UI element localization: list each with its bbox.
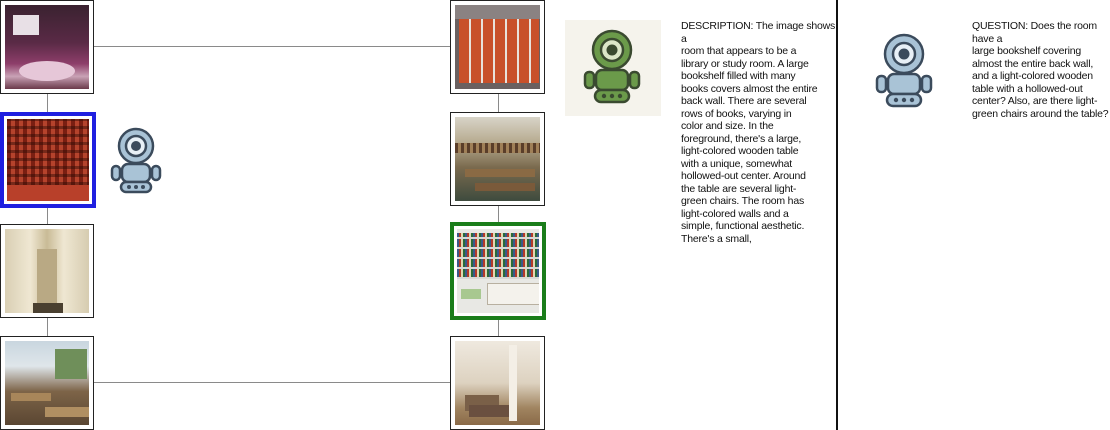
- photo-wine-cellar: [7, 119, 89, 201]
- robot-icon-blue: [110, 127, 162, 194]
- connector-line: [94, 382, 450, 383]
- image-thumbnail-hot-tub-room[interactable]: [0, 0, 94, 94]
- photo-lockers: [455, 5, 540, 89]
- photo-hallway: [5, 229, 89, 313]
- photo-basement-lounge: [455, 341, 540, 425]
- photo-cafeteria: [5, 341, 89, 425]
- connector-line: [47, 318, 48, 336]
- image-thumbnail-library-reading-room[interactable]: [450, 112, 545, 206]
- connector-line: [498, 206, 499, 224]
- image-thumbnail-lockers[interactable]: [450, 0, 545, 94]
- connector-line: [498, 94, 499, 112]
- robot-icon-green: [583, 29, 641, 104]
- connector-line: [498, 318, 499, 336]
- connector-line: [47, 94, 48, 112]
- photo-library-reading-room: [455, 117, 540, 201]
- image-thumbnail-cafeteria[interactable]: [0, 336, 94, 430]
- photo-library-bookshelf: [457, 229, 539, 313]
- panel-divider: [836, 0, 838, 430]
- image-thumbnail-hallway[interactable]: [0, 224, 94, 318]
- description-text: DESCRIPTION: The image shows a room that…: [681, 20, 836, 245]
- robot-icon-blue: [875, 33, 933, 108]
- connector-line: [47, 206, 48, 224]
- image-thumbnail-wine-cellar-selected[interactable]: [0, 112, 96, 208]
- question-text: QUESTION: Does the room have a large boo…: [972, 20, 1109, 120]
- photo-hot-tub-room: [5, 5, 89, 89]
- connector-line: [94, 46, 450, 47]
- image-thumbnail-library-bookshelf-selected[interactable]: [450, 222, 546, 320]
- image-thumbnail-basement-lounge[interactable]: [450, 336, 545, 430]
